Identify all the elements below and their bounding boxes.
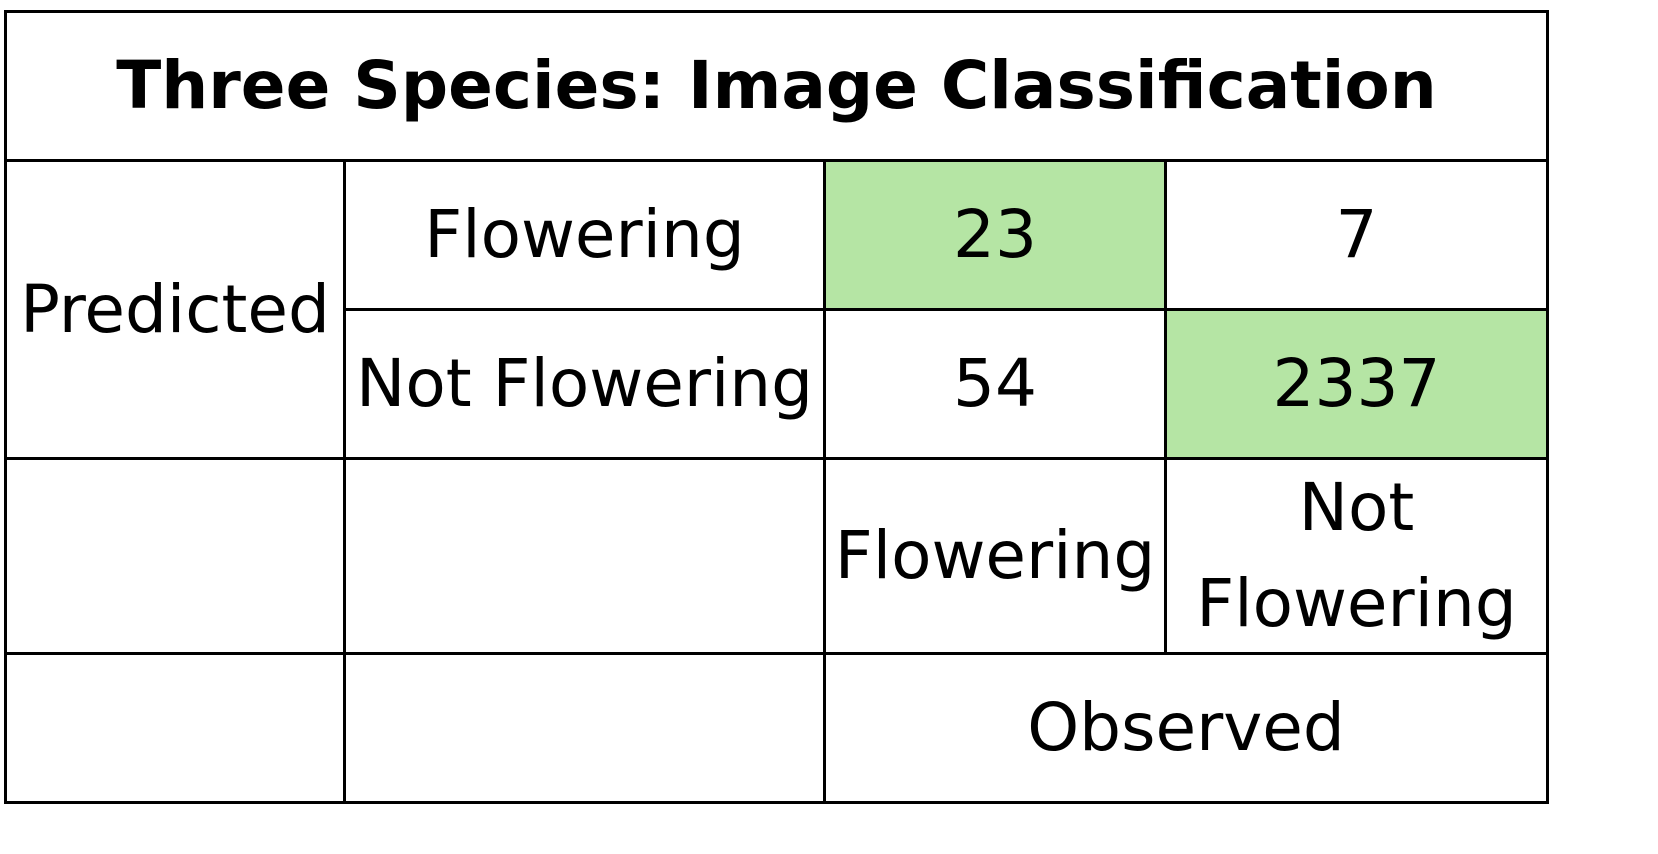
- cell-predicted-not-flowering-observed-flowering: 54: [823, 308, 1167, 460]
- cell-predicted-flowering-observed-not-flowering: 7: [1164, 159, 1549, 311]
- empty-cell: [4, 652, 346, 804]
- confusion-matrix-table: Three Species: Image Classification Pred…: [4, 10, 1549, 804]
- empty-cell: [343, 652, 826, 804]
- column-label-not-flowering: Not Flowering: [1164, 457, 1549, 655]
- cell-predicted-not-flowering-observed-not-flowering: 2337: [1164, 308, 1549, 460]
- empty-cell: [343, 457, 826, 655]
- row-label-flowering: Flowering: [343, 159, 826, 311]
- cell-predicted-flowering-observed-flowering: 23: [823, 159, 1167, 311]
- row-label-not-flowering: Not Flowering: [343, 308, 826, 460]
- observed-axis-label: Observed: [823, 652, 1549, 804]
- chart-title: Three Species: Image Classification: [4, 10, 1549, 162]
- empty-cell: [4, 457, 346, 655]
- predicted-axis-label: Predicted: [4, 159, 346, 460]
- column-label-flowering: Flowering: [823, 457, 1167, 655]
